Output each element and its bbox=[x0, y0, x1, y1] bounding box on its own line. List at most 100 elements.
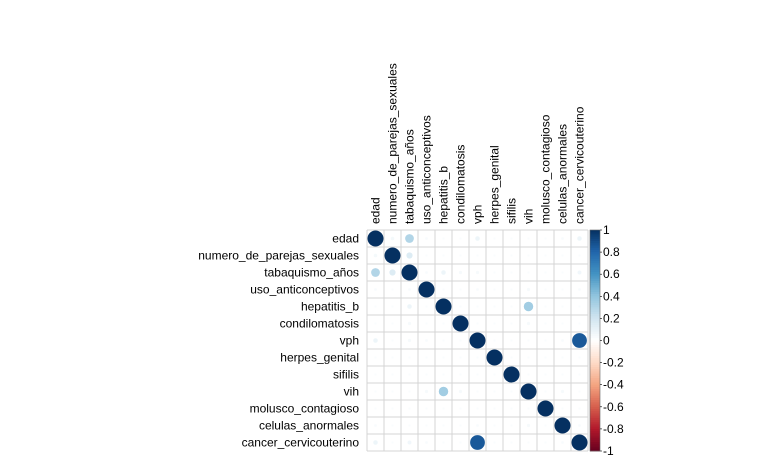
legend-swatch bbox=[590, 349, 600, 352]
corr-circle-10-11 bbox=[561, 407, 564, 410]
corr-circle-9-0 bbox=[374, 390, 377, 393]
corr-circle-0-12 bbox=[577, 236, 582, 241]
corr-circle-12-2 bbox=[407, 440, 412, 445]
legend-swatch bbox=[590, 269, 600, 273]
legend-swatch bbox=[590, 285, 600, 288]
legend-tick-label: 1 bbox=[603, 223, 610, 237]
legend-swatch bbox=[590, 389, 600, 392]
legend-swatch bbox=[590, 446, 600, 450]
legend-swatch bbox=[590, 375, 600, 379]
corr-circle-1-4 bbox=[442, 254, 445, 257]
corr-circle-6-2 bbox=[407, 338, 412, 343]
corr-circle-8-0 bbox=[374, 373, 377, 376]
corr-circle-0-7 bbox=[493, 237, 496, 240]
legend-swatch bbox=[590, 302, 600, 306]
legend-swatch bbox=[590, 241, 600, 244]
legend-swatch bbox=[590, 232, 600, 235]
corr-circle-12-8 bbox=[510, 441, 513, 444]
legend-swatch bbox=[590, 369, 600, 372]
legend-swatch bbox=[590, 355, 600, 359]
legend-tick-label: 0 bbox=[603, 334, 610, 348]
corr-circle-4-3 bbox=[425, 305, 428, 308]
corr-circle-2-8 bbox=[510, 271, 513, 274]
corr-circle-0-4 bbox=[442, 237, 445, 240]
column-labels: edad numero_de_parejas_sexuales tabaquismo… bbox=[369, 63, 587, 224]
corr-circle-6-0 bbox=[373, 338, 378, 343]
corr-circle-7-7 bbox=[486, 349, 503, 366]
row-label: vih bbox=[344, 385, 359, 399]
corr-circle-8-2 bbox=[408, 373, 411, 376]
legend-swatch bbox=[590, 382, 600, 386]
corr-circle-4-1 bbox=[391, 305, 394, 308]
legend-swatch bbox=[590, 287, 600, 291]
corr-circle-1-6 bbox=[476, 254, 479, 257]
corr-circle-10-6 bbox=[476, 407, 479, 410]
corr-circle-10-4 bbox=[442, 407, 445, 410]
corr-circle-6-11 bbox=[561, 339, 564, 342]
row-label: herpes_genital bbox=[280, 351, 359, 365]
corr-circle-6-12 bbox=[572, 333, 587, 348]
legend-swatch bbox=[590, 373, 600, 377]
corr-circle-5-3 bbox=[425, 322, 428, 325]
legend-swatch bbox=[590, 256, 600, 260]
corr-circle-4-7 bbox=[493, 305, 496, 308]
column-label: edad bbox=[369, 197, 383, 224]
legend-swatch bbox=[590, 351, 600, 355]
column-label: tabaquismo_años bbox=[403, 129, 417, 224]
legend-swatch bbox=[590, 247, 600, 251]
corr-circle-6-4 bbox=[442, 339, 445, 342]
legend-swatch bbox=[590, 406, 600, 410]
legend-swatch bbox=[590, 435, 600, 439]
corr-circle-1-5 bbox=[459, 254, 462, 257]
legend-swatch bbox=[590, 397, 600, 401]
legend-tick-label: -1 bbox=[603, 444, 614, 458]
corr-circle-4-5 bbox=[459, 305, 462, 308]
corr-circle-0-6 bbox=[475, 236, 480, 241]
legend-swatch bbox=[590, 444, 600, 447]
column-label: cancer_cervicouterino bbox=[573, 106, 587, 224]
legend-swatch bbox=[590, 420, 600, 423]
row-label: vph bbox=[340, 334, 359, 348]
legend-tick-label: 0.8 bbox=[603, 245, 620, 259]
corr-circle-9-7 bbox=[493, 390, 496, 393]
corr-circle-1-1 bbox=[384, 247, 401, 264]
corr-circle-4-10 bbox=[544, 305, 547, 308]
grid bbox=[366, 229, 589, 452]
corr-circle-0-5 bbox=[459, 237, 462, 240]
legend-swatch bbox=[590, 417, 600, 421]
corr-circle-11-1 bbox=[391, 424, 394, 427]
corr-circle-0-3 bbox=[425, 237, 428, 240]
corr-circle-9-2 bbox=[408, 390, 411, 393]
corr-circle-11-6 bbox=[476, 424, 479, 427]
legend-swatch bbox=[590, 415, 600, 419]
corr-circle-1-2 bbox=[406, 252, 413, 259]
corr-circle-3-2 bbox=[408, 288, 411, 291]
legend-swatch bbox=[590, 305, 600, 308]
corr-circle-10-0 bbox=[374, 407, 377, 410]
legend-swatch bbox=[590, 289, 600, 293]
corr-circle-11-2 bbox=[408, 424, 411, 427]
corr-circle-11-8 bbox=[510, 424, 513, 427]
legend-swatch bbox=[590, 371, 600, 375]
legend-swatch bbox=[590, 386, 600, 390]
row-label: sifilis bbox=[333, 368, 359, 382]
corr-circle-6-10 bbox=[544, 339, 547, 342]
legend-swatch bbox=[590, 340, 600, 344]
corr-circle-12-7 bbox=[493, 441, 496, 444]
corr-circle-4-9 bbox=[523, 301, 534, 312]
legend-swatch bbox=[590, 411, 600, 414]
corr-circle-1-0 bbox=[373, 253, 378, 258]
corr-circle-2-4 bbox=[441, 270, 446, 275]
corr-circle-5-9 bbox=[526, 321, 531, 326]
corr-circle-6-9 bbox=[527, 339, 530, 342]
corr-circle-7-6 bbox=[476, 356, 479, 359]
corr-circle-8-3 bbox=[425, 373, 428, 376]
corr-circle-3-7 bbox=[493, 288, 496, 291]
legend-swatch bbox=[590, 263, 600, 266]
legend-swatch bbox=[590, 402, 600, 405]
legend-swatch bbox=[590, 422, 600, 425]
legend-swatch bbox=[590, 249, 600, 253]
corr-circle-3-4 bbox=[442, 288, 445, 291]
legend-swatch bbox=[590, 236, 600, 240]
legend-swatch bbox=[590, 318, 600, 322]
